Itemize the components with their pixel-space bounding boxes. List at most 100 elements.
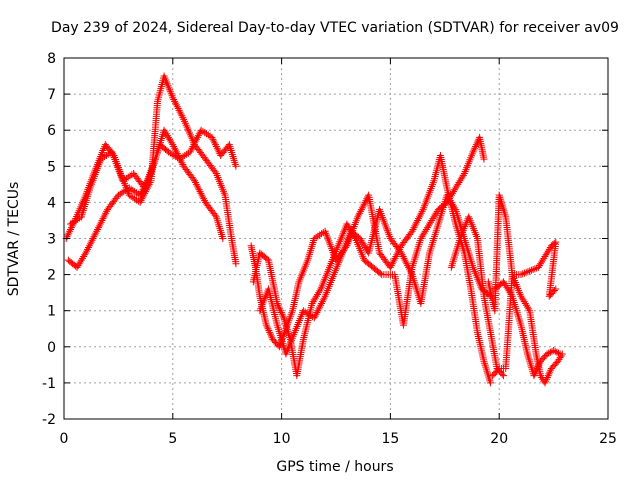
data-point	[168, 150, 176, 158]
data-point	[545, 245, 553, 253]
data-point	[518, 294, 526, 302]
grid	[64, 58, 608, 419]
data-point	[82, 249, 90, 257]
data-point	[267, 332, 275, 340]
data-point	[450, 202, 458, 210]
data-point	[197, 189, 205, 197]
data-point	[126, 172, 134, 180]
data-point	[408, 227, 416, 235]
data-point	[193, 182, 201, 190]
data-point	[422, 225, 430, 233]
data-point	[533, 364, 541, 372]
y-tick-label: -2	[42, 412, 56, 428]
data-point	[122, 186, 130, 194]
data-point	[358, 204, 366, 212]
data-point	[551, 347, 559, 355]
data-point	[89, 235, 97, 242]
series-track-8	[491, 278, 564, 380]
data-point	[456, 177, 464, 185]
data-point	[345, 224, 353, 232]
data-point	[204, 131, 212, 139]
data-point	[199, 127, 207, 135]
data-point	[486, 379, 494, 387]
data-point	[193, 135, 201, 143]
data-point	[312, 233, 320, 241]
data-point	[99, 215, 107, 223]
data-point	[92, 229, 100, 237]
data-point	[431, 211, 439, 219]
data-point	[319, 296, 327, 304]
data-point	[309, 298, 317, 306]
data-point	[356, 235, 364, 242]
data-point	[129, 186, 137, 194]
data-point	[376, 269, 384, 277]
data-point	[432, 209, 440, 217]
data-point	[471, 144, 479, 152]
data-point	[390, 256, 398, 264]
data-point	[192, 180, 200, 188]
data-point	[210, 137, 218, 145]
data-point	[526, 267, 534, 275]
data-point	[171, 144, 179, 152]
data-point	[544, 247, 552, 255]
data-point	[310, 314, 318, 322]
data-point	[521, 299, 529, 307]
data-point	[74, 215, 82, 223]
data-point	[403, 260, 411, 268]
data-point	[550, 346, 558, 354]
data-point	[404, 262, 412, 270]
data-point	[357, 236, 365, 244]
data-point	[195, 186, 203, 194]
data-point	[480, 155, 488, 163]
data-point	[162, 130, 170, 138]
data-point	[127, 185, 135, 193]
data-point	[531, 265, 539, 273]
data-point	[530, 372, 538, 380]
data-point	[84, 245, 92, 253]
data-point	[93, 227, 101, 235]
x-tick-label: 10	[273, 431, 291, 447]
data-point	[459, 171, 467, 179]
x-tick-label: 20	[490, 431, 508, 447]
data-point	[314, 307, 322, 315]
data-point	[543, 249, 551, 257]
data-point	[94, 225, 102, 233]
data-point	[472, 141, 480, 149]
data-point	[388, 260, 396, 268]
data-point	[556, 350, 564, 358]
data-point	[136, 191, 144, 199]
data-point	[519, 296, 527, 304]
data-point	[119, 177, 127, 185]
data-point	[415, 215, 423, 223]
data-point	[163, 132, 171, 140]
data-point	[360, 200, 368, 208]
data-point	[122, 174, 130, 182]
data-point	[90, 233, 98, 241]
data-point	[120, 188, 128, 196]
data-point	[405, 265, 413, 273]
data-point	[359, 202, 367, 210]
data-point	[190, 141, 198, 149]
data-point	[194, 132, 202, 140]
x-tick-label: 0	[60, 431, 69, 447]
data-point	[550, 286, 558, 294]
data-point	[276, 305, 284, 313]
data-point	[448, 200, 456, 208]
data-point	[138, 195, 146, 203]
data-point	[164, 133, 172, 141]
y-tick-label: 6	[47, 123, 56, 139]
data-point	[176, 155, 184, 163]
data-point	[80, 253, 88, 261]
y-tick-label: 2	[47, 268, 56, 284]
data-point	[446, 197, 454, 205]
data-point	[316, 303, 324, 311]
series-track-9	[489, 238, 560, 380]
data-point	[314, 232, 322, 240]
data-point	[501, 280, 509, 288]
data-point	[178, 112, 186, 120]
data-point	[538, 258, 546, 266]
data-point	[232, 260, 240, 268]
data-point	[500, 372, 508, 380]
data-point	[133, 196, 141, 204]
data-point	[86, 240, 94, 248]
